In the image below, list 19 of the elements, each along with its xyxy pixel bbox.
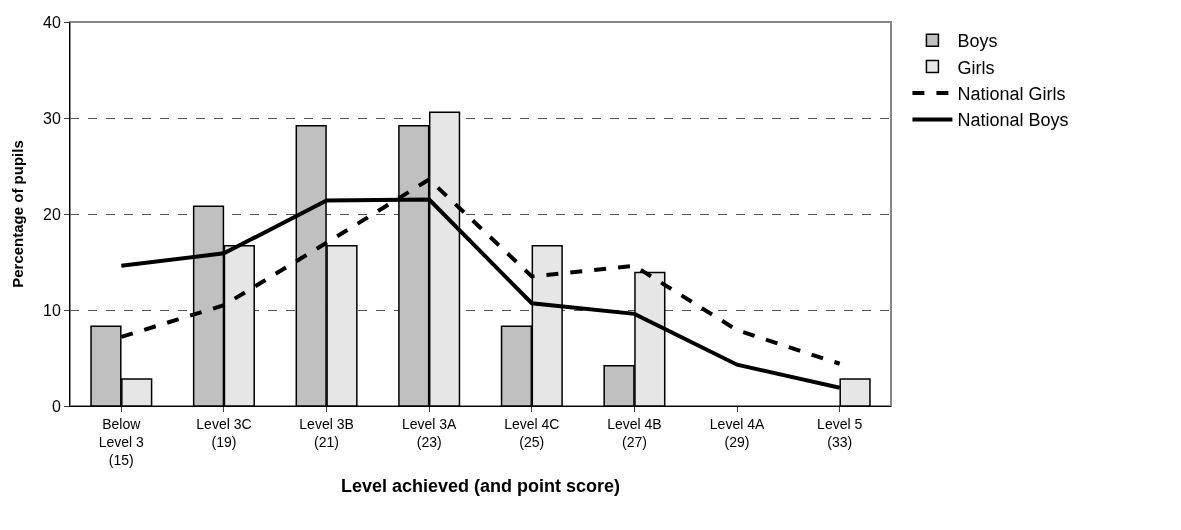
y-tick-label: 40 (43, 13, 61, 31)
x-tick-label: Below Level 3 (15) (98, 415, 145, 469)
x-tick-label: Level 4C (25) (504, 415, 560, 450)
x-tick-label: Level 5 (33) (817, 415, 863, 450)
y-tick-label: 20 (43, 205, 61, 223)
y-tick-label: 30 (43, 109, 61, 127)
y-tick-label: 10 (43, 301, 61, 319)
x-tick-label: Level 3C (19) (196, 415, 252, 450)
x-axis-title: Level achieved (and point score) (340, 476, 621, 497)
x-tick-label: Level 4A (29) (709, 415, 765, 450)
legend-label: National Boys (957, 110, 1069, 131)
y-axis-title: Percentage of pupils (9, 140, 27, 288)
x-tick-label: Level 4B (27) (607, 415, 662, 450)
x-tick-label: Level 3A (23) (401, 415, 458, 450)
legend-label: National Girls (957, 84, 1066, 105)
legend-label: Girls (957, 57, 995, 78)
x-tick-label: Level 3B (21) (299, 415, 354, 450)
legend-label: Boys (957, 31, 998, 52)
y-tick-label: 0 (51, 397, 61, 415)
